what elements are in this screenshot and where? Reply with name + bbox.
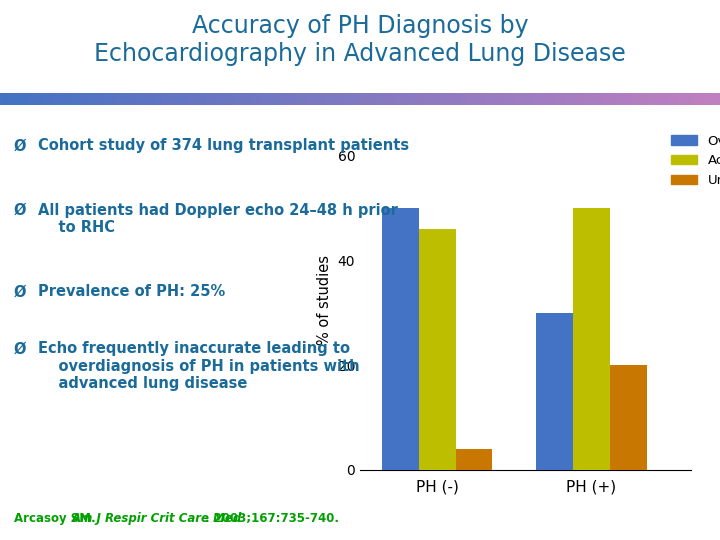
Bar (382, 208, 418, 470)
Text: Cohort study of 374 lung transplant patients: Cohort study of 374 lung transplant pati… (37, 138, 409, 153)
Text: Ø: Ø (14, 341, 27, 356)
Bar (536, 313, 572, 470)
Legend: Overestimation, Accurate, Underestimation: Overestimation, Accurate, Underestimatio… (665, 130, 720, 192)
Text: Accuracy of PH Diagnosis by
Echocardiography in Advanced Lung Disease: Accuracy of PH Diagnosis by Echocardiogr… (94, 14, 626, 66)
Text: Am J Respir Crit Care Med: Am J Respir Crit Care Med (72, 512, 242, 525)
Bar (610, 365, 647, 470)
Text: . 2003;167:735-740.: . 2003;167:735-740. (205, 512, 339, 525)
Y-axis label: % of studies: % of studies (317, 255, 332, 345)
Text: Echo frequently inaccurate leading to
    overdiagnosis of PH in patients with
 : Echo frequently inaccurate leading to ov… (37, 341, 359, 392)
Bar (418, 229, 456, 470)
Text: Ø: Ø (14, 202, 27, 218)
Text: Ø: Ø (14, 285, 27, 300)
Text: All patients had Doppler echo 24–48 h prior
    to RHC: All patients had Doppler echo 24–48 h pr… (37, 202, 397, 235)
Text: Arcasoy SM.: Arcasoy SM. (14, 512, 100, 525)
Bar (456, 449, 492, 470)
Bar (572, 208, 610, 470)
Text: Prevalence of PH: 25%: Prevalence of PH: 25% (37, 285, 225, 300)
Text: Ø: Ø (14, 138, 27, 153)
